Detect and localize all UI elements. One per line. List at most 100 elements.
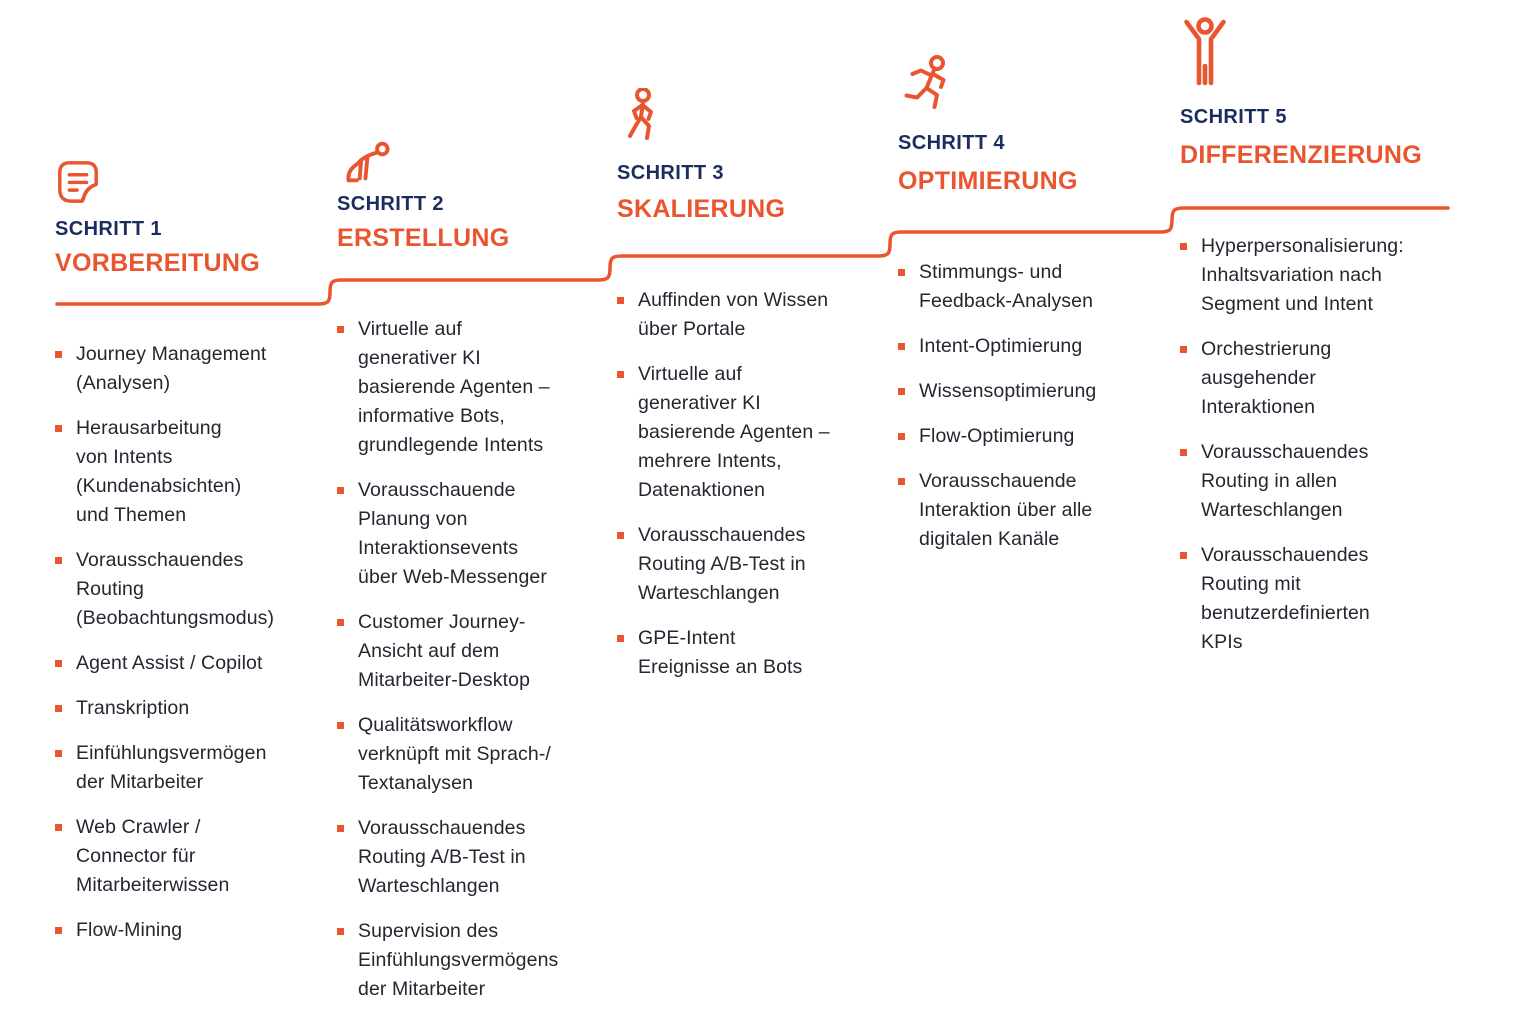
bullet-square-icon xyxy=(55,705,62,712)
list-item: Agent Assist / Copilot xyxy=(55,649,317,678)
bullet-square-icon xyxy=(55,927,62,934)
bullet-square-icon xyxy=(898,433,905,440)
bullet-square-icon xyxy=(1180,449,1187,456)
list-item: Virtuelle auf generativer KI basierende … xyxy=(617,360,879,505)
list-item-text: Wissensoptimierung xyxy=(919,380,1097,402)
list-item-text: Vorausschauendes Routing A/B-Test in War… xyxy=(358,817,526,897)
step-title: OPTIMIERUNG xyxy=(898,167,1078,195)
step-label: SCHRITT 5 xyxy=(1180,106,1287,128)
list-item-text: Auffinden von Wissen über Portale xyxy=(638,289,829,340)
crouching-runner-icon xyxy=(337,139,599,187)
list-item-text: Agent Assist / Copilot xyxy=(76,652,263,674)
bullet-square-icon xyxy=(617,371,624,378)
list-item: Web Crawler / Connector für Mitarbeiterw… xyxy=(55,813,317,900)
bullet-square-icon xyxy=(1180,346,1187,353)
step-column-2: SCHRITT 2 ERSTELLUNG Virtuelle auf gener… xyxy=(337,139,599,1018)
list-item-text: Vorausschauendes Routing (Beobachtungsmo… xyxy=(76,549,275,629)
list-item-text: Virtuelle auf generativer KI basierende … xyxy=(638,363,830,501)
list-item: Intent-Optimierung xyxy=(898,332,1160,361)
list-item-text: Herausarbeitung von Intents (Kundenabsic… xyxy=(76,417,242,526)
step-title: DIFFERENZIERUNG xyxy=(1180,141,1422,169)
list-item: Vorausschauendes Routing A/B-Test in War… xyxy=(617,521,879,608)
list-item: Vorausschauendes Routing (Beobachtungsmo… xyxy=(55,546,317,633)
bullet-square-icon xyxy=(337,326,344,333)
list-item: Herausarbeitung von Intents (Kundenabsic… xyxy=(55,414,317,530)
list-item-text: Vorausschauendes Routing in allen Wartes… xyxy=(1201,441,1369,521)
list-item-text: Journey Management (Analysen) xyxy=(76,343,267,394)
list-item-text: Supervision des Einfühlungsvermögens der… xyxy=(358,920,559,1000)
bullet-square-icon xyxy=(55,824,62,831)
bullet-square-icon xyxy=(337,722,344,729)
list-item-text: Qualitätsworkflow verknüpft mit Sprach-/… xyxy=(358,714,551,794)
bullet-square-icon xyxy=(55,557,62,564)
list-item: Vorausschauendes Routing mit benutzerdef… xyxy=(1180,541,1452,657)
step-title: SKALIERUNG xyxy=(617,195,786,223)
list-item: GPE-Intent Ereignisse an Bots xyxy=(617,624,879,682)
bullet-square-icon xyxy=(617,635,624,642)
list-item-text: Hyperpersonalisierung: Inhaltsvariation … xyxy=(1201,235,1404,315)
step-item-list: Stimmungs- und Feedback-Analysen Intent-O… xyxy=(898,258,1160,554)
list-item-text: GPE-Intent Ereignisse an Bots xyxy=(638,627,803,678)
step-title: ERSTELLUNG xyxy=(337,224,510,252)
list-item: Flow-Mining xyxy=(55,916,317,945)
list-item: Stimmungs- und Feedback-Analysen xyxy=(898,258,1160,316)
step-column-5: SCHRITT 5 DIFFERENZIERUNG Hyperpersonali… xyxy=(1180,14,1452,673)
bullet-square-icon xyxy=(898,388,905,395)
list-item-text: Intent-Optimierung xyxy=(919,335,1083,357)
list-item: Einfühlungsvermögen der Mitarbeiter xyxy=(55,739,317,797)
list-item: Virtuelle auf generativer KI basierende … xyxy=(337,315,599,460)
bullet-square-icon xyxy=(55,351,62,358)
list-item: Flow-Optimierung xyxy=(898,422,1160,451)
step-label: SCHRITT 4 xyxy=(898,132,1005,154)
list-item-text: Einfühlungsvermögen der Mitarbeiter xyxy=(76,742,267,793)
list-item-text: Vorausschauende Interaktion über alle di… xyxy=(919,470,1093,550)
step-item-list: Hyperpersonalisierung: Inhaltsvariation … xyxy=(1180,232,1452,657)
bullet-square-icon xyxy=(337,619,344,626)
running-person-icon xyxy=(898,54,1160,118)
list-item: Vorausschauendes Routing in allen Wartes… xyxy=(1180,438,1452,525)
step-item-list: Virtuelle auf generativer KI basierende … xyxy=(337,315,599,1004)
list-item-text: Stimmungs- und Feedback-Analysen xyxy=(919,261,1094,312)
bullet-square-icon xyxy=(337,487,344,494)
list-item: Vorausschauendes Routing A/B-Test in War… xyxy=(337,814,599,901)
list-item: Journey Management (Analysen) xyxy=(55,340,317,398)
bullet-square-icon xyxy=(55,750,62,757)
step-title: VORBEREITUNG xyxy=(55,249,261,277)
bullet-square-icon xyxy=(898,269,905,276)
bullet-square-icon xyxy=(1180,243,1187,250)
step-column-3: SCHRITT 3 SKALIERUNG Auffinden von Wisse… xyxy=(617,88,879,698)
list-item-text: Flow-Mining xyxy=(76,919,183,941)
list-item-text: Transkription xyxy=(76,697,190,719)
step-column-4: SCHRITT 4 OPTIMIERUNG Stimmungs- und Fee… xyxy=(898,54,1160,570)
bullet-square-icon xyxy=(337,825,344,832)
list-item: Qualitätsworkflow verknüpft mit Sprach-/… xyxy=(337,711,599,798)
step-item-list: Journey Management (Analysen) Herausarbei… xyxy=(55,340,317,945)
list-item: Transkription xyxy=(55,694,317,723)
bullet-square-icon xyxy=(337,928,344,935)
list-item: Vorausschauende Planung von Interaktions… xyxy=(337,476,599,592)
list-item: Wissensoptimierung xyxy=(898,377,1160,406)
list-item-text: Orchestrierung ausgehender Interaktionen xyxy=(1201,338,1332,418)
bullet-square-icon xyxy=(55,660,62,667)
walking-person-icon xyxy=(617,88,879,144)
list-item: Supervision des Einfühlungsvermögens der… xyxy=(337,917,599,1004)
list-item-text: Vorausschauendes Routing A/B-Test in War… xyxy=(638,524,806,604)
bullet-square-icon xyxy=(55,425,62,432)
list-item-text: Flow-Optimierung xyxy=(919,425,1075,447)
bullet-square-icon xyxy=(898,478,905,485)
list-item: Orchestrierung ausgehender Interaktionen xyxy=(1180,335,1452,422)
cheering-person-icon xyxy=(1180,14,1452,92)
list-item: Hyperpersonalisierung: Inhaltsvariation … xyxy=(1180,232,1452,319)
step-column-1: SCHRITT 1 VORBEREITUNG Journey Managemen… xyxy=(55,158,317,961)
list-item: Customer Journey- Ansicht auf dem Mitarb… xyxy=(337,608,599,695)
bullet-square-icon xyxy=(898,343,905,350)
list-item: Auffinden von Wissen über Portale xyxy=(617,286,879,344)
list-item-text: Virtuelle auf generativer KI basierende … xyxy=(358,318,550,456)
memo-icon xyxy=(55,158,317,204)
step-label: SCHRITT 2 xyxy=(337,193,444,215)
step-label: SCHRITT 3 xyxy=(617,162,724,184)
list-item-text: Web Crawler / Connector für Mitarbeiterw… xyxy=(76,816,230,896)
step-item-list: Auffinden von Wissen über Portale Virtuel… xyxy=(617,286,879,682)
list-item-text: Vorausschauende Planung von Interaktions… xyxy=(358,479,547,588)
